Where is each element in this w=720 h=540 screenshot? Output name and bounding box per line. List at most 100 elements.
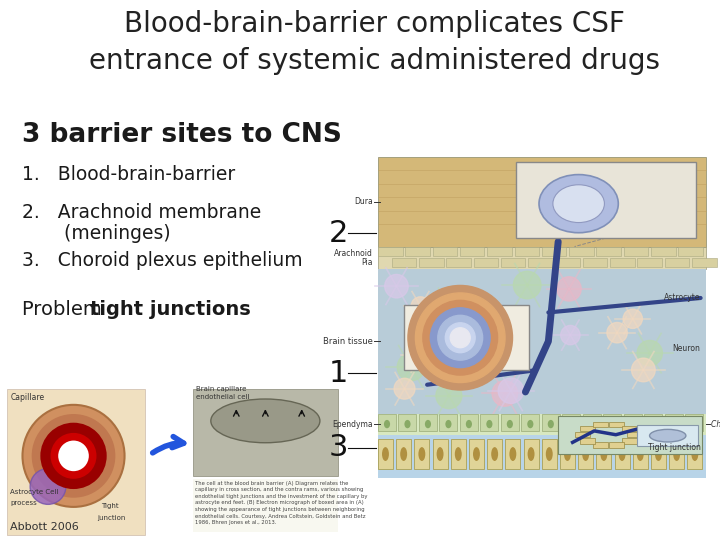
Circle shape [498,378,523,403]
Ellipse shape [650,420,656,428]
Ellipse shape [691,420,697,428]
Ellipse shape [582,447,589,461]
Ellipse shape [507,420,513,428]
Ellipse shape [546,447,553,461]
Bar [622,426,636,431]
Ellipse shape [382,447,389,461]
Circle shape [50,433,96,479]
Circle shape [637,340,662,366]
Text: Pia: Pia [361,258,373,267]
Bar [541,247,567,256]
Ellipse shape [491,447,498,461]
Bar [446,258,471,267]
Bar [378,247,706,269]
Bar [460,414,478,431]
Bar [610,258,634,267]
Ellipse shape [649,429,686,442]
Circle shape [445,323,475,353]
Bar [378,269,706,414]
Circle shape [394,378,415,399]
Ellipse shape [655,447,662,461]
Text: Blood-brain-barrier complicates CSF
entrance of systemic administered drugs: Blood-brain-barrier complicates CSF entr… [89,10,660,75]
Circle shape [607,322,627,343]
Ellipse shape [425,420,431,428]
Text: endothelial cell: endothelial cell [196,394,249,400]
Bar [688,439,702,469]
Bar [433,439,448,469]
Bar [501,258,526,267]
Text: Choroid plexus: Choroid plexus [711,420,720,429]
Bar [378,414,706,435]
Bar [569,247,594,256]
Ellipse shape [609,420,616,428]
Bar [378,157,706,247]
Bar [624,414,642,431]
Ellipse shape [568,420,575,428]
FancyArrowPatch shape [153,436,184,453]
Bar [398,414,416,431]
Text: Arachnoid: Arachnoid [334,249,373,258]
Text: Dura: Dura [354,197,373,206]
Text: The cell at the blood brain barrier (A) Diagram relates the
capillary in cross s: The cell at the blood brain barrier (A) … [194,481,367,525]
Bar [624,247,648,256]
Text: Problem: Problem [22,300,108,319]
Text: Tight junction: Tight junction [648,443,701,452]
Circle shape [40,423,107,489]
Bar [678,247,703,256]
Circle shape [58,441,89,471]
Bar [596,439,611,469]
Circle shape [411,297,430,315]
Text: Capillare: Capillare [10,394,45,402]
Circle shape [410,344,432,366]
Bar [378,247,402,256]
Bar [622,438,636,444]
Text: Brain capillare: Brain capillare [196,386,246,392]
Bar [378,414,396,431]
Circle shape [454,350,477,375]
Bar [541,439,557,469]
Bar [378,439,393,469]
Bar [575,432,590,437]
Circle shape [408,286,513,390]
Ellipse shape [528,447,534,461]
Bar [580,426,595,431]
Bar [415,439,429,469]
Bar [685,414,703,431]
Ellipse shape [446,420,451,428]
Ellipse shape [539,174,618,233]
Bar [487,439,502,469]
Bar [193,479,338,532]
Ellipse shape [436,447,444,461]
Ellipse shape [673,447,680,461]
Text: 3 barrier sites to CNS: 3 barrier sites to CNS [22,122,342,147]
Ellipse shape [527,420,534,428]
Bar [480,414,498,431]
Bar [516,161,696,238]
Bar [487,247,512,256]
Text: Tight: Tight [101,503,119,509]
Bar [560,439,575,469]
Bar [541,414,560,431]
Circle shape [30,469,66,504]
Text: Brain tissue: Brain tissue [323,337,373,346]
Bar [528,258,553,267]
Ellipse shape [553,185,604,222]
Circle shape [22,405,125,507]
Text: Ependyma: Ependyma [333,420,373,429]
Bar [555,258,580,267]
Text: Astrocyte Cell: Astrocyte Cell [10,489,58,495]
Ellipse shape [418,447,426,461]
Bar [609,422,624,427]
Bar [378,435,706,478]
Ellipse shape [405,420,410,428]
Ellipse shape [211,399,320,443]
Bar [665,414,683,431]
Circle shape [436,383,462,409]
Circle shape [423,300,498,375]
Circle shape [561,326,580,345]
Ellipse shape [600,447,608,461]
Bar [582,258,608,267]
Ellipse shape [384,420,390,428]
Circle shape [384,274,408,298]
Text: 1.   Blood-brain-barrier: 1. Blood-brain-barrier [22,165,235,184]
